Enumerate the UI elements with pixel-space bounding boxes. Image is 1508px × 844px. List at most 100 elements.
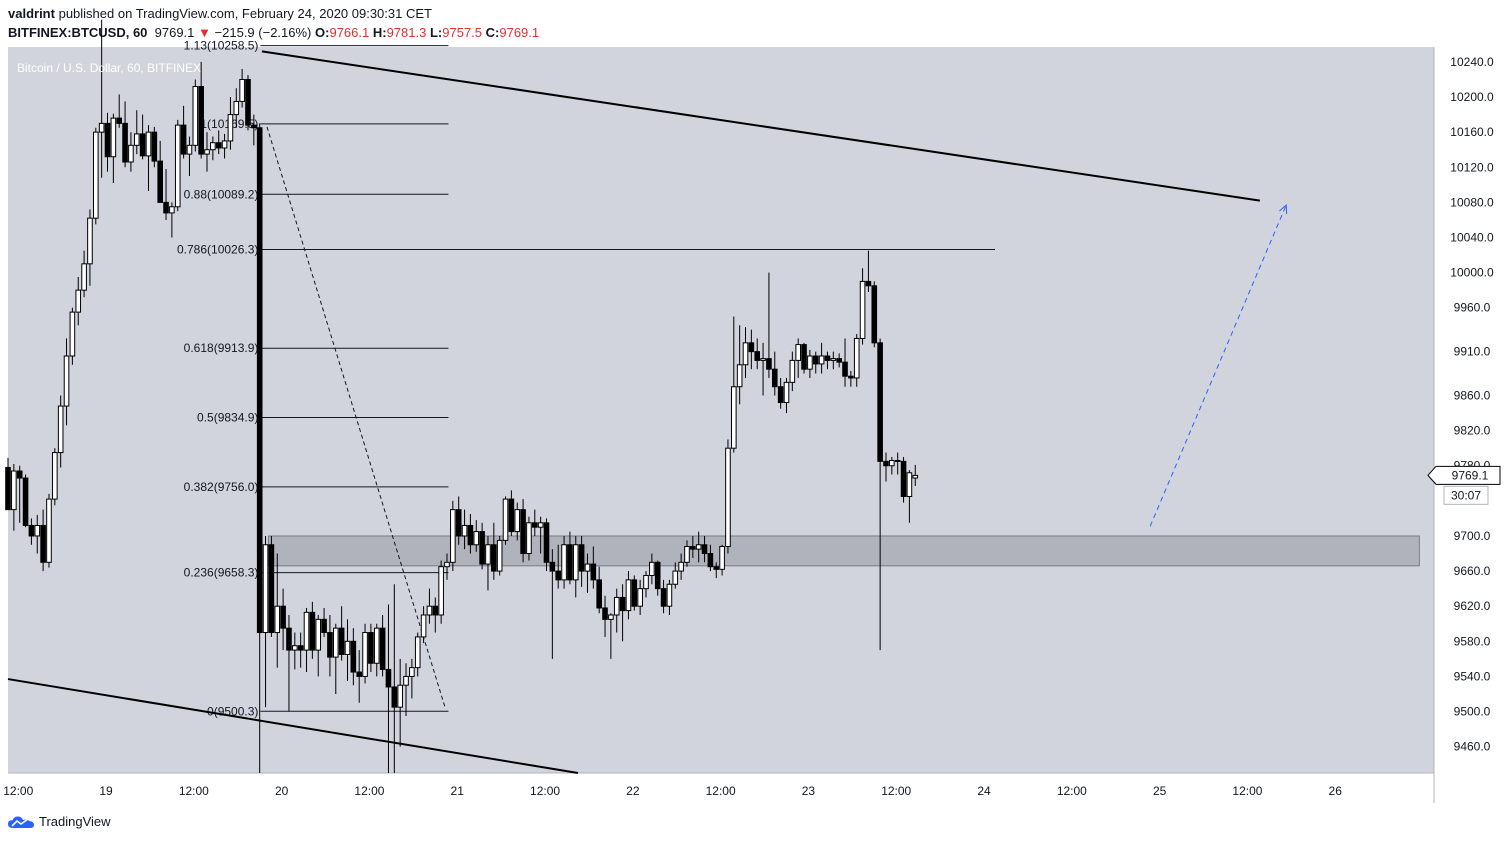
plot-area[interactable]: [8, 47, 1434, 773]
y-tick-label: 9580.0: [1454, 634, 1491, 648]
candle: [760, 342, 766, 396]
author-name[interactable]: valdrint: [8, 6, 55, 21]
x-tick-label: 12:00: [706, 784, 736, 798]
candle-up-body: [608, 614, 614, 620]
candle-down-body: [180, 124, 187, 155]
candle: [426, 588, 433, 624]
candle-down-body: [163, 201, 169, 214]
candle: [830, 351, 837, 370]
candle: [379, 614, 386, 677]
candle-down-body: [104, 122, 111, 158]
candle: [221, 133, 228, 159]
candle-down-body: [883, 460, 889, 467]
candle: [368, 623, 374, 673]
footer-brand[interactable]: TradingView: [8, 814, 111, 829]
candle: [292, 632, 298, 670]
candle: [467, 514, 474, 554]
candle-up-body: [906, 472, 913, 497]
candle: [327, 614, 333, 677]
candle-up-body: [473, 531, 480, 546]
candle: [666, 579, 673, 615]
trendlines-layer[interactable]: [7, 50, 1288, 774]
candle: [180, 105, 187, 159]
x-tick-label: 19: [99, 784, 113, 798]
candle: [818, 342, 825, 374]
candle: [654, 560, 661, 596]
candle: [373, 623, 380, 677]
candle-up-body: [912, 474, 919, 479]
candle-up-body: [210, 142, 216, 151]
candle-up-body: [46, 498, 52, 563]
candle: [87, 209, 93, 286]
candle: [75, 277, 82, 326]
candle-down-body: [215, 142, 222, 149]
candle-down-body: [508, 498, 515, 533]
candle: [46, 493, 52, 568]
candle-down-body: [479, 531, 485, 565]
candle: [502, 496, 509, 545]
candle-up-body: [81, 263, 87, 291]
candle-down-body: [619, 596, 626, 612]
candle-up-body: [315, 618, 322, 651]
candle: [701, 535, 708, 563]
candle: [297, 632, 304, 668]
candle: [473, 520, 480, 552]
candle: [672, 562, 679, 589]
candle-up-body: [637, 588, 643, 607]
candle: [877, 338, 883, 651]
fibonacci-retracement[interactable]: 1.13(10258.5)1(10169.5)0.88(10089.2)0.78…: [177, 39, 996, 719]
close-label: C:: [485, 25, 500, 40]
candle-up-body: [672, 570, 679, 585]
time-axis[interactable]: [8, 773, 1434, 803]
y-tick-label: 10040.0: [1450, 230, 1494, 244]
candle-up-body: [426, 605, 433, 616]
candle: [520, 499, 526, 563]
symbol-label[interactable]: BITFINEX:BTCUSD, 60: [8, 25, 148, 40]
candle: [894, 452, 901, 475]
candle: [842, 338, 848, 387]
candle: [409, 658, 415, 699]
candle: [613, 588, 620, 633]
candle: [602, 595, 608, 637]
price-axis[interactable]: [1434, 47, 1500, 773]
candle-down-body: [28, 524, 35, 537]
candle: [561, 535, 567, 589]
candle-up-body: [795, 344, 801, 361]
candle: [321, 607, 327, 637]
candle: [81, 250, 87, 298]
candle: [262, 535, 269, 708]
x-tick-label: 20: [275, 784, 289, 798]
candle-down-body: [139, 133, 146, 157]
candle: [596, 566, 602, 614]
candle-down-body: [660, 588, 667, 607]
candle: [227, 97, 234, 150]
candle: [198, 61, 204, 159]
candle: [286, 614, 292, 712]
candle: [169, 202, 175, 238]
candle-down-body: [198, 86, 204, 155]
candle-up-body: [613, 596, 620, 616]
candle-up-body: [684, 546, 690, 563]
candle-down-body: [531, 522, 538, 528]
fib-level-label: 0.786(10026.3): [177, 243, 258, 257]
candle: [414, 632, 421, 677]
candle-down-body: [654, 561, 661, 590]
countdown-label: 30:07: [1451, 488, 1481, 502]
candle-down-body: [555, 570, 562, 581]
candle-down-body: [432, 605, 439, 616]
candle-up-body: [98, 122, 105, 133]
candle-up-body: [853, 337, 860, 379]
candle-up-body: [239, 78, 245, 102]
candles-layer: [5, 19, 919, 773]
candle-down-body: [268, 544, 275, 634]
fib-level-label: 0.618(9913.9): [184, 341, 259, 355]
candle-up-body: [420, 614, 427, 638]
candle: [444, 553, 450, 580]
candle-up-body: [133, 133, 140, 146]
candle: [251, 114, 257, 146]
candle: [303, 607, 310, 673]
candle-down-body: [40, 524, 46, 563]
candle: [608, 613, 614, 659]
candle-up-body: [11, 470, 17, 511]
